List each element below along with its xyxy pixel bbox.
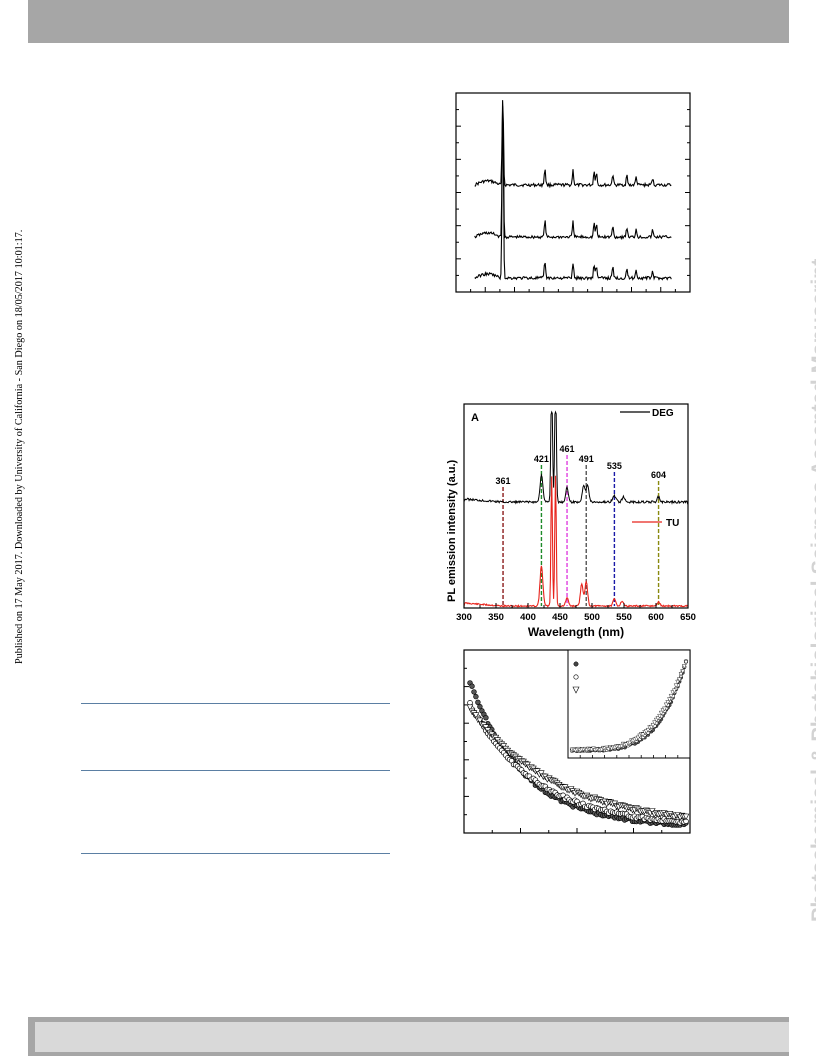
series-line-deg <box>463 410 689 505</box>
marker-label-491: 491 <box>579 454 594 464</box>
data-point <box>467 700 473 706</box>
data-point <box>471 689 477 695</box>
pattern-series-3 <box>474 100 672 189</box>
marker-label-604: 604 <box>651 470 666 480</box>
inset-point <box>673 683 679 689</box>
data-point <box>682 813 690 821</box>
data-point <box>473 693 479 700</box>
inset-point <box>668 694 674 699</box>
inset-point <box>640 732 646 738</box>
inset-point <box>678 672 684 677</box>
inset-point <box>645 728 651 733</box>
x-tick-label: 300 <box>456 612 472 623</box>
plot-frame <box>463 403 689 609</box>
inset-point <box>672 688 677 694</box>
x-tick-label: 450 <box>552 612 568 623</box>
footer-bar-inner <box>35 1022 789 1052</box>
data-point <box>476 717 484 725</box>
x-tick-label: 600 <box>648 612 664 623</box>
pattern-series-1 <box>474 107 672 282</box>
pl-emission-chart: A PL emission intensity (a.u.) Wavelengt… <box>446 403 696 639</box>
decay-scatter-chart <box>463 649 691 834</box>
legend: DEG TU <box>620 408 679 529</box>
legend-label-tu: TU <box>666 518 679 529</box>
x-tick-label: 550 <box>616 612 632 623</box>
header-bar <box>28 0 789 43</box>
accepted-manuscript-watermark: Photochemical & Photobiological Sciences… <box>807 258 816 922</box>
plot-frame <box>455 92 691 293</box>
table-bottom-rule <box>81 853 390 854</box>
series-line-tu <box>463 475 689 608</box>
inset-legend-filled-circle <box>573 661 579 667</box>
marker-label-361: 361 <box>496 476 511 486</box>
data-point <box>483 714 489 721</box>
inset-legend-triangle <box>572 686 580 694</box>
marker-label-421: 421 <box>534 454 549 464</box>
inset-point <box>662 706 667 712</box>
inset-point <box>655 716 661 721</box>
stacked-spectra-chart <box>455 92 691 293</box>
x-tick-label: 650 <box>680 612 696 623</box>
x-axis-label: Wavelength (nm) <box>528 625 624 639</box>
x-tick-label: 400 <box>520 612 536 623</box>
panel-label: A <box>471 412 479 424</box>
data-point <box>475 699 481 705</box>
inset-point <box>667 697 672 702</box>
data-point <box>472 712 480 719</box>
inset-point <box>650 723 656 728</box>
inset-point <box>657 714 662 719</box>
marker-label-535: 535 <box>607 461 622 471</box>
inset-point <box>675 679 681 685</box>
inset-point <box>683 660 689 665</box>
y-axis-label: PL emission intensity (a.u.) <box>446 459 458 602</box>
inset-point <box>627 740 633 746</box>
legend-label-deg: DEG <box>652 408 674 419</box>
x-tick-label: 500 <box>584 612 600 623</box>
inset-point <box>663 702 669 708</box>
inset-point <box>681 664 687 669</box>
inset-point <box>665 700 671 705</box>
inset-point <box>677 677 682 682</box>
data-point <box>469 683 475 689</box>
inset-point <box>680 669 686 674</box>
inset-legend-open-circle <box>573 674 579 680</box>
inset-point <box>658 710 664 716</box>
table-mid-rule <box>81 770 390 771</box>
inset-point <box>652 720 657 726</box>
table-top-rule <box>81 703 390 704</box>
marker-label-461: 461 <box>560 444 575 454</box>
pattern-series-2 <box>474 105 672 241</box>
x-tick-label: 350 <box>488 612 504 623</box>
download-notice: Published on 17 May 2017. Downloaded by … <box>14 229 25 664</box>
data-point <box>466 704 474 712</box>
